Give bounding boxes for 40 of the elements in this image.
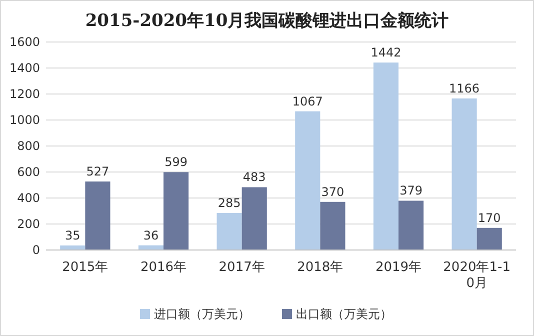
y-tick-label: 600 — [17, 165, 40, 179]
x-tick-label: 2020年1-10月 — [443, 260, 510, 291]
data-label: 379 — [400, 184, 422, 198]
x-tick-label: 2016年 — [140, 260, 187, 275]
data-label: 1442 — [370, 46, 402, 60]
bar — [216, 212, 242, 250]
data-label: 1166 — [449, 81, 480, 96]
x-tick-label: 2019年 — [375, 260, 422, 275]
data-label: 35 — [64, 228, 80, 242]
x-tick-label: 2017年 — [218, 260, 265, 275]
data-label: 285 — [218, 196, 241, 210]
x-tick-label: 2018年 — [297, 260, 344, 275]
y-tick-label: 1600 — [9, 35, 40, 49]
bar — [164, 172, 189, 250]
y-tick-label: 800 — [17, 139, 40, 153]
bar — [476, 228, 502, 250]
y-tick-label: 1400 — [9, 61, 40, 75]
y-tick-label: 1200 — [9, 87, 40, 101]
chart-title: 2015-2020年10月我国碳酸锂进出口金额统计 — [85, 11, 449, 31]
data-label: 170 — [478, 210, 501, 225]
x-tick-label: 2015年 — [62, 260, 108, 275]
bar — [295, 111, 320, 250]
y-tick-label: 200 — [17, 217, 40, 231]
bar — [242, 187, 267, 250]
bar — [373, 62, 398, 250]
legend-label: 出口额（万美元） — [296, 307, 392, 321]
data-label: 1067 — [292, 94, 323, 108]
bar — [85, 181, 110, 250]
bar — [452, 98, 477, 250]
legend-label: 进口额（万美元） — [154, 307, 250, 321]
y-tick-label: 0 — [32, 243, 40, 257]
y-tick-label: 400 — [17, 191, 40, 205]
y-tick-label: 1000 — [9, 113, 40, 127]
data-label: 36 — [143, 228, 159, 242]
data-label: 599 — [164, 155, 188, 170]
data-label: 483 — [242, 170, 266, 184]
data-label: 527 — [86, 164, 110, 178]
data-label: 370 — [321, 184, 344, 199]
bar — [398, 200, 424, 250]
bar — [320, 202, 346, 250]
